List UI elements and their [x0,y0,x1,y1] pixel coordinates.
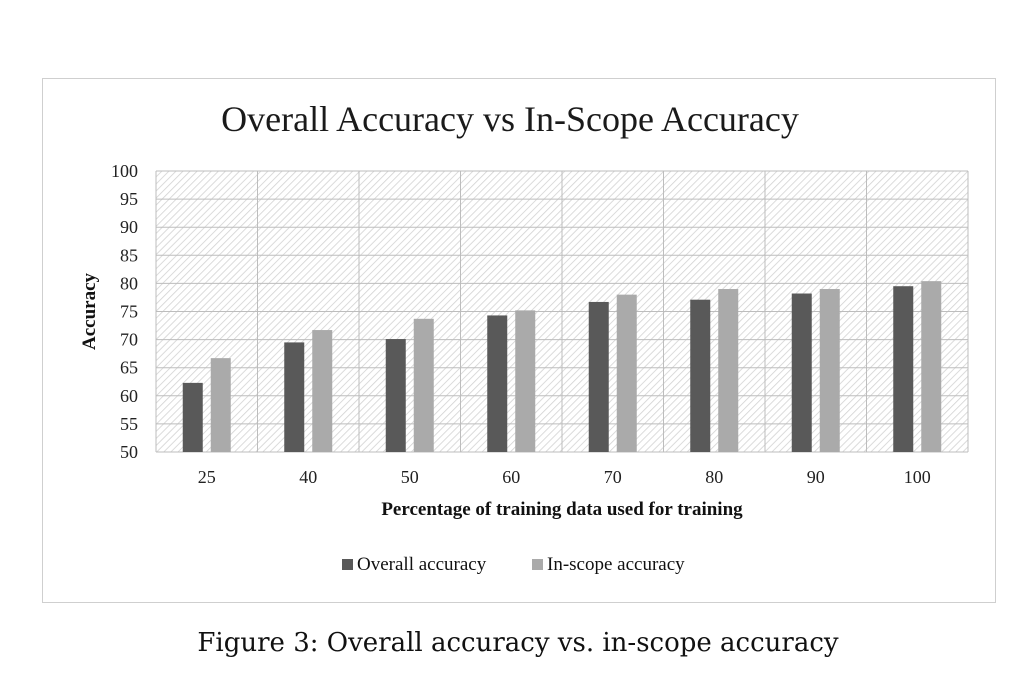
y-tick-label: 85 [120,245,138,265]
bar-overall-60 [487,315,508,452]
bar-overall-70 [588,301,609,452]
x-tick-label: 100 [904,467,931,487]
bar-in-scope-90 [819,289,840,452]
x-tick-label: 50 [401,467,419,487]
bar-in-scope-100 [921,281,942,452]
y-tick-label: 100 [111,161,138,181]
legend-label-in-scope: In-scope accuracy [547,554,685,575]
x-tick-label: 25 [198,467,216,487]
y-tick-label: 65 [120,358,138,378]
bar-overall-25 [182,382,203,452]
bar-overall-50 [385,339,406,452]
y-tick-label: 50 [120,442,138,462]
bar-in-scope-60 [515,310,536,452]
y-tick-label: 55 [120,414,138,434]
legend-label-overall: Overall accuracy [357,554,487,575]
y-tick-label: 70 [120,330,138,350]
figure-caption: Figure 3: Overall accuracy vs. in-scope … [197,628,839,658]
x-tick-label: 40 [299,467,317,487]
bar-in-scope-70 [616,294,637,452]
legend-swatch-in-scope [532,559,543,570]
legend-swatch-overall [342,559,353,570]
bar-in-scope-25 [210,358,231,452]
x-axis-title: Percentage of training data used for tra… [381,499,743,520]
bar-overall-40 [284,342,305,452]
chart-title: Overall Accuracy vs In-Scope Accuracy [221,99,799,139]
legend: Overall accuracy In-scope accuracy [342,554,685,575]
y-tick-label: 80 [120,273,138,293]
y-tick-label: 75 [120,302,138,322]
x-tick-label: 60 [502,467,520,487]
y-tick-label: 60 [120,386,138,406]
x-tick-label: 70 [604,467,622,487]
bar-in-scope-50 [413,318,434,452]
bar-overall-90 [791,293,812,452]
bar-in-scope-80 [718,289,739,452]
x-tick-label: 90 [807,467,825,487]
y-tick-label: 90 [120,217,138,237]
y-axis-title: Accuracy [79,272,100,350]
x-tick-label: 80 [705,467,723,487]
bar-in-scope-40 [312,330,333,452]
bar-overall-100 [893,286,914,452]
y-tick-label: 95 [120,189,138,209]
bar-overall-80 [690,299,711,452]
